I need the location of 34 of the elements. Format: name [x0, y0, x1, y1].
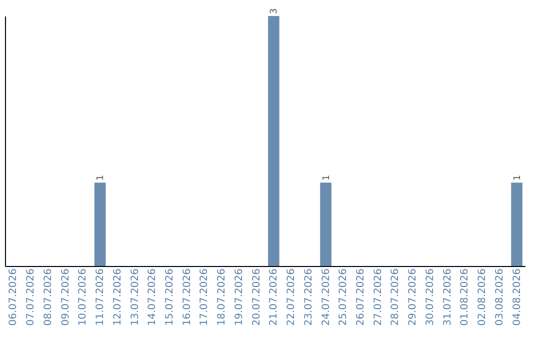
x-tick-label: 18.07.2026: [216, 268, 228, 326]
x-tick-label: 25.07.2026: [338, 268, 350, 326]
x-tick-label: 27.07.2026: [372, 268, 384, 326]
x-tick-label: 22.07.2026: [286, 268, 298, 326]
data-label: 1: [322, 174, 332, 181]
x-tick-label: 13.07.2026: [130, 268, 141, 326]
x-tick-label: 29.07.2026: [408, 268, 419, 326]
x-tick-label: 30.07.2026: [424, 268, 436, 326]
x-tick-label: 06.07.2026: [8, 268, 20, 326]
x-tick-label: 24.07.2026: [320, 268, 332, 326]
x-tick-label: 04.08.2026: [512, 268, 523, 326]
x-tick-label: 19.07.2026: [234, 268, 245, 326]
x-tick-label: 02.08.2026: [477, 268, 488, 326]
x-tick-label: 15.07.2026: [164, 268, 176, 326]
x-tick-label: 16.07.2026: [182, 268, 193, 326]
data-label: 3: [270, 8, 280, 14]
x-tick-label: 20.07.2026: [251, 268, 262, 326]
x-tick-label: 23.07.2026: [303, 268, 314, 326]
x-tick-label: 17.07.2026: [199, 268, 210, 326]
data-label: 1: [512, 174, 523, 181]
x-tick-label: 26.07.2026: [355, 268, 366, 326]
x-tick-label: 21.07.2026: [268, 268, 280, 326]
x-tick-label: 28.07.2026: [390, 268, 402, 326]
x-tick-label: 10.07.2026: [78, 268, 89, 326]
data-label: 1: [96, 174, 106, 181]
x-tick-label: 14.07.2026: [147, 268, 158, 326]
x-tick-label: 03.08.2026: [494, 268, 506, 326]
x-tick-label: 31.07.2026: [442, 268, 454, 326]
x-tick-label: 11.07.2026: [95, 268, 106, 326]
x-tick-label: 08.07.2026: [42, 268, 54, 326]
x-tick-label: 01.08.2026: [460, 268, 471, 326]
x-tick-label: 12.07.2026: [112, 268, 124, 326]
x-tick-label: 07.07.2026: [26, 268, 37, 326]
x-tick-label: 09.07.2026: [60, 268, 72, 326]
